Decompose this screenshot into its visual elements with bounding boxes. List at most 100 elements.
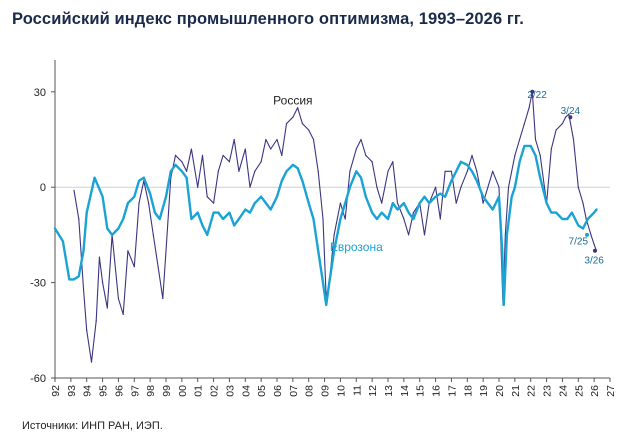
data-point [568, 113, 570, 115]
x-tick-label: 98 [145, 385, 157, 397]
data-point [238, 218, 240, 220]
data-point [403, 218, 405, 220]
series-label: Еврозона [330, 240, 383, 254]
data-point [333, 250, 335, 252]
x-tick-label: 93 [66, 385, 78, 397]
data-point [514, 154, 516, 156]
data-point [339, 218, 342, 220]
data-point [197, 186, 199, 188]
x-tick-label: 11 [351, 385, 363, 396]
data-point [260, 161, 262, 163]
data-point [170, 170, 172, 172]
series-line-eurozone [53, 144, 598, 307]
data-point [434, 186, 437, 188]
x-tick-label: 13 [383, 385, 395, 397]
x-tick-label: 23 [542, 385, 554, 397]
data-point [122, 313, 124, 315]
y-tick-label: -30 [30, 278, 46, 290]
data-point [482, 202, 484, 204]
data-point [68, 278, 70, 281]
data-point [349, 186, 351, 188]
data-point [212, 202, 215, 204]
data-point [590, 234, 592, 236]
annotation-marker [530, 89, 535, 94]
data-point [206, 234, 208, 236]
data-point [593, 243, 595, 246]
data-point [297, 167, 299, 169]
data-point [412, 212, 414, 214]
data-point [222, 218, 224, 220]
data-point [365, 154, 367, 156]
data-point [555, 129, 557, 131]
x-tick-label: 09 [320, 385, 332, 397]
x-tick-label: 14 [399, 385, 411, 397]
data-point [162, 297, 164, 300]
data-point [492, 170, 494, 172]
data-point [292, 116, 294, 118]
data-point [582, 202, 584, 204]
data-point [165, 250, 167, 252]
data-point [181, 170, 183, 172]
data-point [86, 329, 88, 331]
data-point [455, 170, 457, 172]
x-tick-label: 99 [161, 385, 173, 397]
chart-title: Российский индекс промышленного оптимизм… [12, 10, 524, 28]
x-tick-label: 05 [256, 385, 268, 397]
x-tick-label: 94 [82, 385, 94, 397]
data-point [301, 180, 303, 182]
data-point [281, 154, 283, 156]
data-point [455, 202, 457, 204]
data-point [506, 234, 508, 236]
data-point [254, 170, 256, 172]
data-point [471, 154, 473, 156]
x-tick-label: 00 [177, 385, 189, 397]
x-tick-label: 18 [462, 385, 474, 397]
data-point [339, 202, 342, 204]
data-point [174, 164, 177, 166]
data-point [519, 161, 521, 163]
chart-axes: 30 0 -30 -60 92 93 94 95 96 97 98 99 00 01 02 03 04 05 06 0… [30, 60, 617, 397]
data-point [539, 177, 541, 179]
data-point [212, 212, 215, 214]
data-point [186, 170, 188, 172]
data-point [466, 170, 468, 172]
data-point [98, 256, 100, 258]
data-point [434, 196, 437, 198]
data-point [281, 180, 283, 182]
data-point [117, 297, 120, 300]
data-point [82, 250, 85, 252]
data-point [444, 170, 446, 172]
data-point [94, 177, 96, 179]
data-point [534, 154, 537, 156]
data-point [101, 282, 104, 284]
data-point [577, 224, 579, 226]
x-tick-label: 19 [478, 385, 490, 397]
data-point [565, 116, 567, 118]
data-point [174, 154, 177, 156]
data-point [482, 196, 484, 198]
data-point [82, 288, 85, 290]
date-annotation: 3/26 [584, 256, 604, 267]
date-annotation: 2/22 [527, 90, 547, 101]
data-point [244, 208, 246, 211]
data-point [545, 202, 548, 204]
data-point [550, 148, 552, 150]
x-tick-label: 20 [494, 385, 506, 397]
data-point [511, 196, 513, 198]
data-point [78, 218, 80, 220]
data-point [571, 212, 573, 214]
data-point [238, 170, 240, 172]
data-point [285, 170, 288, 172]
x-tick-label: 15 [415, 385, 427, 397]
data-point [222, 154, 224, 156]
annotation-marker [585, 232, 590, 237]
data-point [260, 196, 262, 198]
data-point [333, 234, 335, 236]
data-point [428, 202, 430, 204]
data-point [206, 196, 208, 198]
data-point [297, 107, 299, 109]
source-note: Источники: ИНП РАН, ИЭП. [22, 420, 163, 432]
date-annotation: 7/25 [569, 236, 589, 247]
data-point [344, 218, 346, 220]
